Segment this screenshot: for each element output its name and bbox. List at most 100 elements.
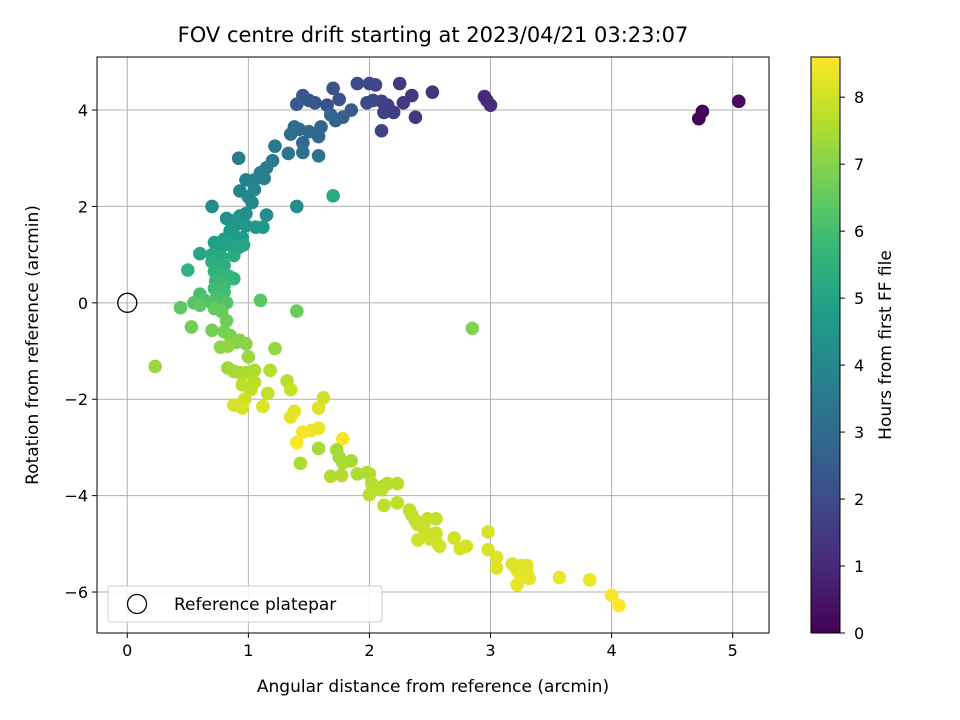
data-point bbox=[459, 539, 474, 554]
data-point bbox=[522, 571, 537, 586]
x-tick-label: 4 bbox=[607, 641, 617, 660]
x-tick-label: 2 bbox=[364, 641, 374, 660]
x-axis-label: Angular distance from reference (arcmin) bbox=[257, 677, 609, 697]
data-point bbox=[235, 401, 250, 415]
data-point bbox=[334, 468, 349, 483]
reference-platepar-marker bbox=[117, 292, 138, 313]
data-point bbox=[377, 105, 391, 120]
data-point bbox=[231, 151, 246, 166]
data-point bbox=[604, 588, 619, 603]
data-point bbox=[289, 199, 304, 214]
legend-box bbox=[107, 585, 383, 623]
data-point bbox=[268, 139, 282, 153]
data-point bbox=[256, 399, 270, 414]
data-point bbox=[296, 145, 310, 160]
colorbar-label: Hours from first FF file bbox=[876, 250, 896, 440]
data-point bbox=[289, 435, 304, 450]
data-point bbox=[283, 382, 298, 397]
data-point bbox=[205, 199, 219, 214]
chart-title: FOV centre drift starting at 2023/04/21 … bbox=[178, 23, 689, 47]
colorbar-tick-label: 2 bbox=[854, 490, 864, 509]
data-point bbox=[374, 123, 389, 138]
data-point bbox=[360, 95, 374, 110]
data-point bbox=[236, 238, 251, 252]
data-point bbox=[253, 293, 268, 308]
data-point bbox=[326, 81, 340, 96]
data-point bbox=[148, 359, 162, 374]
data-point bbox=[193, 298, 207, 313]
colorbar bbox=[810, 56, 841, 634]
colorbar-tick-label: 8 bbox=[854, 88, 864, 107]
data-point bbox=[374, 483, 389, 497]
data-point bbox=[173, 300, 188, 315]
data-point bbox=[259, 208, 274, 222]
data-point bbox=[425, 85, 440, 99]
y-tick-label: 0 bbox=[78, 294, 88, 313]
data-point bbox=[283, 127, 298, 141]
data-point bbox=[396, 95, 411, 110]
data-point bbox=[377, 498, 391, 513]
data-point bbox=[239, 173, 253, 187]
legend-label: Reference platepar bbox=[174, 595, 336, 615]
data-point bbox=[293, 456, 308, 471]
data-point bbox=[510, 577, 524, 592]
x-tick-label: 1 bbox=[243, 641, 253, 660]
y-tick-label: −2 bbox=[64, 390, 88, 409]
data-point bbox=[184, 320, 199, 334]
data-point bbox=[263, 363, 277, 378]
colorbar-tick-label: 0 bbox=[854, 624, 864, 643]
data-point bbox=[296, 135, 310, 150]
data-point bbox=[362, 487, 377, 502]
legend-marker-icon bbox=[126, 593, 148, 615]
data-point bbox=[335, 456, 350, 470]
data-point bbox=[583, 573, 597, 587]
data-point bbox=[362, 76, 377, 91]
data-point bbox=[392, 76, 407, 91]
data-point bbox=[695, 104, 710, 119]
data-point bbox=[350, 76, 365, 91]
reference-marker-group bbox=[117, 292, 138, 313]
data-point bbox=[260, 386, 275, 401]
data-point bbox=[489, 550, 504, 565]
data-point bbox=[432, 539, 447, 554]
data-point bbox=[241, 350, 256, 364]
data-point bbox=[326, 189, 340, 203]
colorbar-tick-label: 5 bbox=[854, 289, 864, 308]
data-point bbox=[316, 390, 331, 405]
data-point bbox=[296, 425, 310, 439]
data-point bbox=[256, 220, 270, 234]
data-point bbox=[281, 146, 296, 161]
data-point bbox=[220, 339, 235, 354]
data-point bbox=[429, 511, 443, 526]
x-tick-label: 5 bbox=[728, 641, 738, 660]
colorbar-tick-label: 4 bbox=[854, 356, 864, 375]
data-point bbox=[193, 246, 207, 261]
data-point bbox=[465, 321, 480, 336]
colorbar-tick-label: 1 bbox=[854, 557, 864, 576]
axes-frame bbox=[96, 56, 770, 634]
data-point bbox=[289, 97, 304, 112]
data-point bbox=[411, 533, 425, 547]
y-tick-label: −4 bbox=[64, 487, 88, 506]
data-point bbox=[332, 92, 346, 107]
data-point bbox=[323, 108, 338, 122]
y-axis-label: Rotation from reference (arcmin) bbox=[23, 205, 43, 485]
data-point bbox=[612, 598, 626, 613]
data-point bbox=[181, 263, 195, 277]
data-point bbox=[239, 336, 253, 351]
data-point bbox=[247, 363, 262, 378]
x-tick-label: 3 bbox=[485, 641, 495, 660]
data-point bbox=[390, 496, 405, 510]
colorbar-tick-label: 6 bbox=[854, 222, 864, 241]
data-points bbox=[148, 76, 746, 613]
data-point bbox=[408, 110, 423, 125]
data-point bbox=[552, 570, 567, 585]
colorbar-axis: 0 1 2 3 4 5 6 7 8 bbox=[840, 88, 864, 643]
y-tick-label: 4 bbox=[78, 101, 88, 120]
data-point bbox=[489, 561, 504, 575]
data-point bbox=[219, 313, 234, 328]
x-axis: 0 1 2 3 4 5 bbox=[122, 633, 738, 660]
data-point bbox=[217, 258, 231, 273]
data-point bbox=[227, 271, 241, 286]
